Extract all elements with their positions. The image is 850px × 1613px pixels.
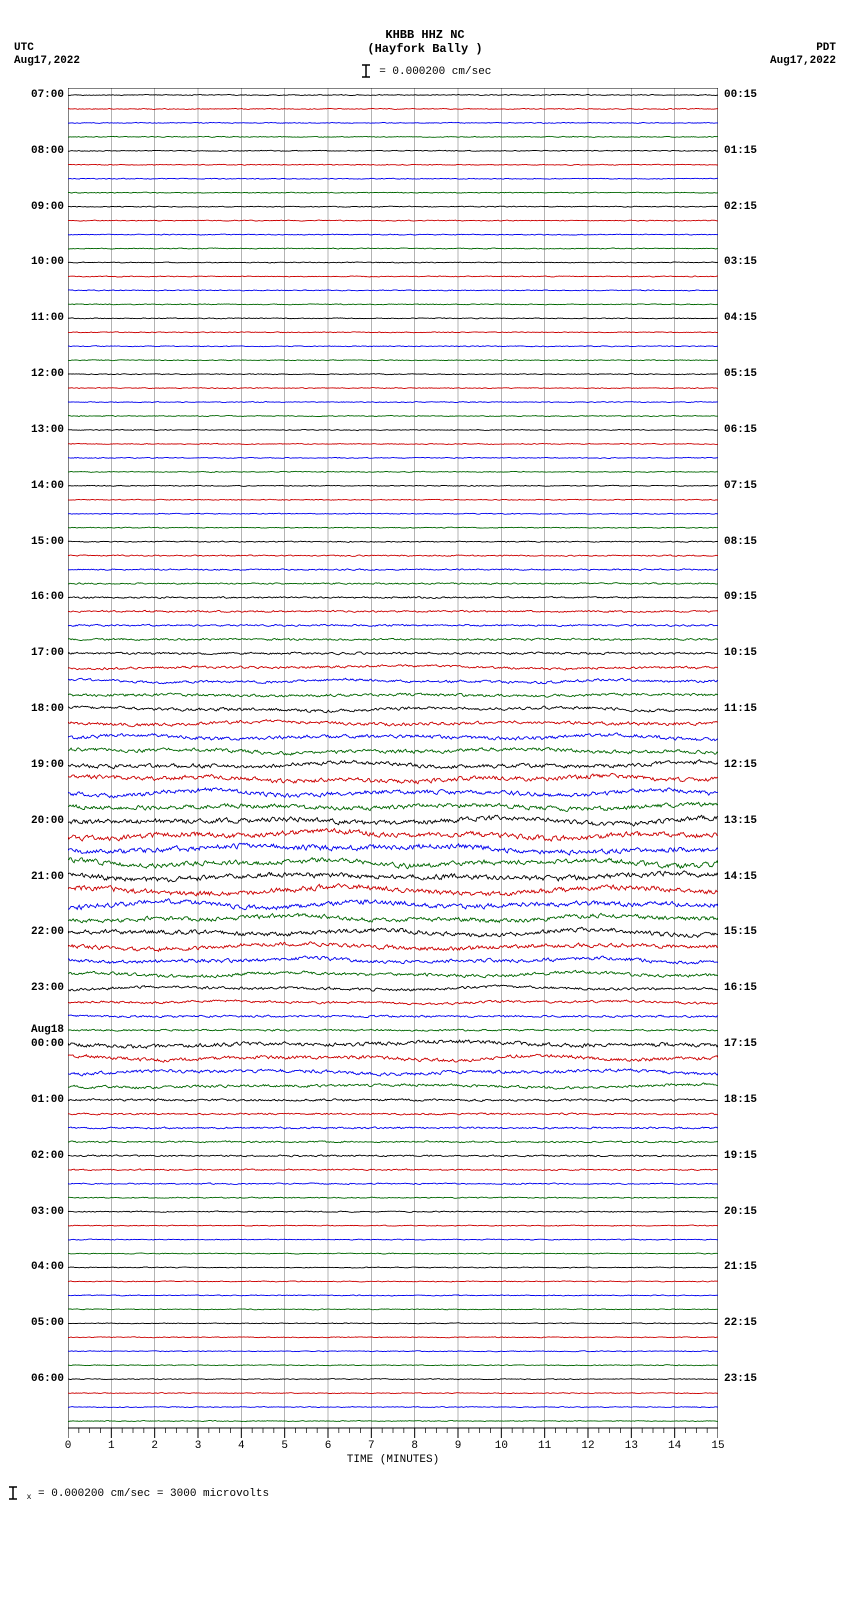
utc-hour-label: 23:00 <box>31 982 64 994</box>
x-tick-label: 7 <box>361 1440 381 1452</box>
pdt-hour-label: 01:15 <box>724 145 757 157</box>
x-tick-label: 8 <box>405 1440 425 1452</box>
tz-right-label: PDT <box>816 42 836 54</box>
pdt-hour-label: 17:15 <box>724 1038 757 1050</box>
pdt-hour-label: 13:15 <box>724 815 757 827</box>
x-tick-label: 0 <box>58 1440 78 1452</box>
utc-hour-label: 00:00 <box>31 1038 64 1050</box>
station-location: (Hayfork Bally ) <box>0 42 850 56</box>
x-tick-label: 6 <box>318 1440 338 1452</box>
utc-hour-label: 07:00 <box>31 89 64 101</box>
pdt-hour-label: 19:15 <box>724 1150 757 1162</box>
pdt-hour-label: 10:15 <box>724 647 757 659</box>
date-left: Aug17,2022 <box>14 55 80 67</box>
x-tick-label: 4 <box>231 1440 251 1452</box>
x-tick-label: 3 <box>188 1440 208 1452</box>
pdt-hour-label: 07:15 <box>724 480 757 492</box>
aug18-label: Aug18 <box>31 1024 64 1036</box>
tz-left-label: UTC <box>14 42 34 54</box>
date-right: Aug17,2022 <box>770 55 836 67</box>
x-tick-label: 5 <box>275 1440 295 1452</box>
x-tick-label: 9 <box>448 1440 468 1452</box>
x-tick-label: 15 <box>708 1440 728 1452</box>
pdt-hour-label: 02:15 <box>724 201 757 213</box>
pdt-hour-label: 03:15 <box>724 256 757 268</box>
helicorder-plot <box>68 88 718 1428</box>
pdt-hour-label: 18:15 <box>724 1094 757 1106</box>
header: KHBB HHZ NC (Hayfork Bally ) <box>0 28 850 56</box>
pdt-hour-label: 09:15 <box>724 591 757 603</box>
pdt-hour-label: 22:15 <box>724 1317 757 1329</box>
pdt-hour-label: 00:15 <box>724 89 757 101</box>
utc-hour-label: 17:00 <box>31 647 64 659</box>
footer-scale-bar-icon <box>6 1486 20 1500</box>
pdt-hour-label: 04:15 <box>724 312 757 324</box>
pdt-hour-label: 21:15 <box>724 1261 757 1273</box>
pdt-hour-label: 14:15 <box>724 871 757 883</box>
pdt-hour-label: 11:15 <box>724 703 757 715</box>
x-tick-label: 14 <box>665 1440 685 1452</box>
footer: x = 0.000200 cm/sec = 3000 microvolts <box>6 1486 269 1502</box>
pdt-hour-label: 12:15 <box>724 759 757 771</box>
helicorder-svg <box>68 88 718 1440</box>
x-tick-label: 13 <box>621 1440 641 1452</box>
footer-text: = 0.000200 cm/sec = 3000 microvolts <box>38 1488 269 1500</box>
x-tick-label: 10 <box>491 1440 511 1452</box>
utc-hour-label: 05:00 <box>31 1317 64 1329</box>
pdt-hour-label: 23:15 <box>724 1373 757 1385</box>
x-tick-label: 2 <box>145 1440 165 1452</box>
utc-hour-label: 19:00 <box>31 759 64 771</box>
x-tick-label: 11 <box>535 1440 555 1452</box>
pdt-hour-label: 20:15 <box>724 1206 757 1218</box>
x-tick-label: 1 <box>101 1440 121 1452</box>
utc-hour-label: 14:00 <box>31 480 64 492</box>
utc-hour-label: 04:00 <box>31 1261 64 1273</box>
utc-hour-label: 11:00 <box>31 312 64 324</box>
x-tick-label: 12 <box>578 1440 598 1452</box>
utc-hour-label: 13:00 <box>31 424 64 436</box>
utc-hour-label: 09:00 <box>31 201 64 213</box>
utc-hour-label: 02:00 <box>31 1150 64 1162</box>
scale-value: = 0.000200 cm/sec <box>379 66 491 78</box>
seismogram-page: KHBB HHZ NC (Hayfork Bally ) = 0.000200 … <box>0 0 850 1613</box>
utc-hour-label: 03:00 <box>31 1206 64 1218</box>
utc-hour-label: 16:00 <box>31 591 64 603</box>
utc-hour-label: 12:00 <box>31 368 64 380</box>
utc-hour-label: 22:00 <box>31 926 64 938</box>
utc-hour-label: 21:00 <box>31 871 64 883</box>
utc-hour-label: 08:00 <box>31 145 64 157</box>
utc-hour-label: 18:00 <box>31 703 64 715</box>
pdt-hour-label: 16:15 <box>724 982 757 994</box>
pdt-hour-label: 06:15 <box>724 424 757 436</box>
utc-hour-label: 06:00 <box>31 1373 64 1385</box>
pdt-hour-label: 08:15 <box>724 536 757 548</box>
pdt-hour-label: 15:15 <box>724 926 757 938</box>
utc-hour-label: 01:00 <box>31 1094 64 1106</box>
x-axis-title: TIME (MINUTES) <box>68 1454 718 1466</box>
utc-hour-label: 15:00 <box>31 536 64 548</box>
utc-hour-label: 10:00 <box>31 256 64 268</box>
pdt-hour-label: 05:15 <box>724 368 757 380</box>
scale-indicator: = 0.000200 cm/sec <box>0 64 850 78</box>
station-title: KHBB HHZ NC <box>0 28 850 42</box>
scale-bar-icon <box>359 64 373 78</box>
utc-hour-label: 20:00 <box>31 815 64 827</box>
